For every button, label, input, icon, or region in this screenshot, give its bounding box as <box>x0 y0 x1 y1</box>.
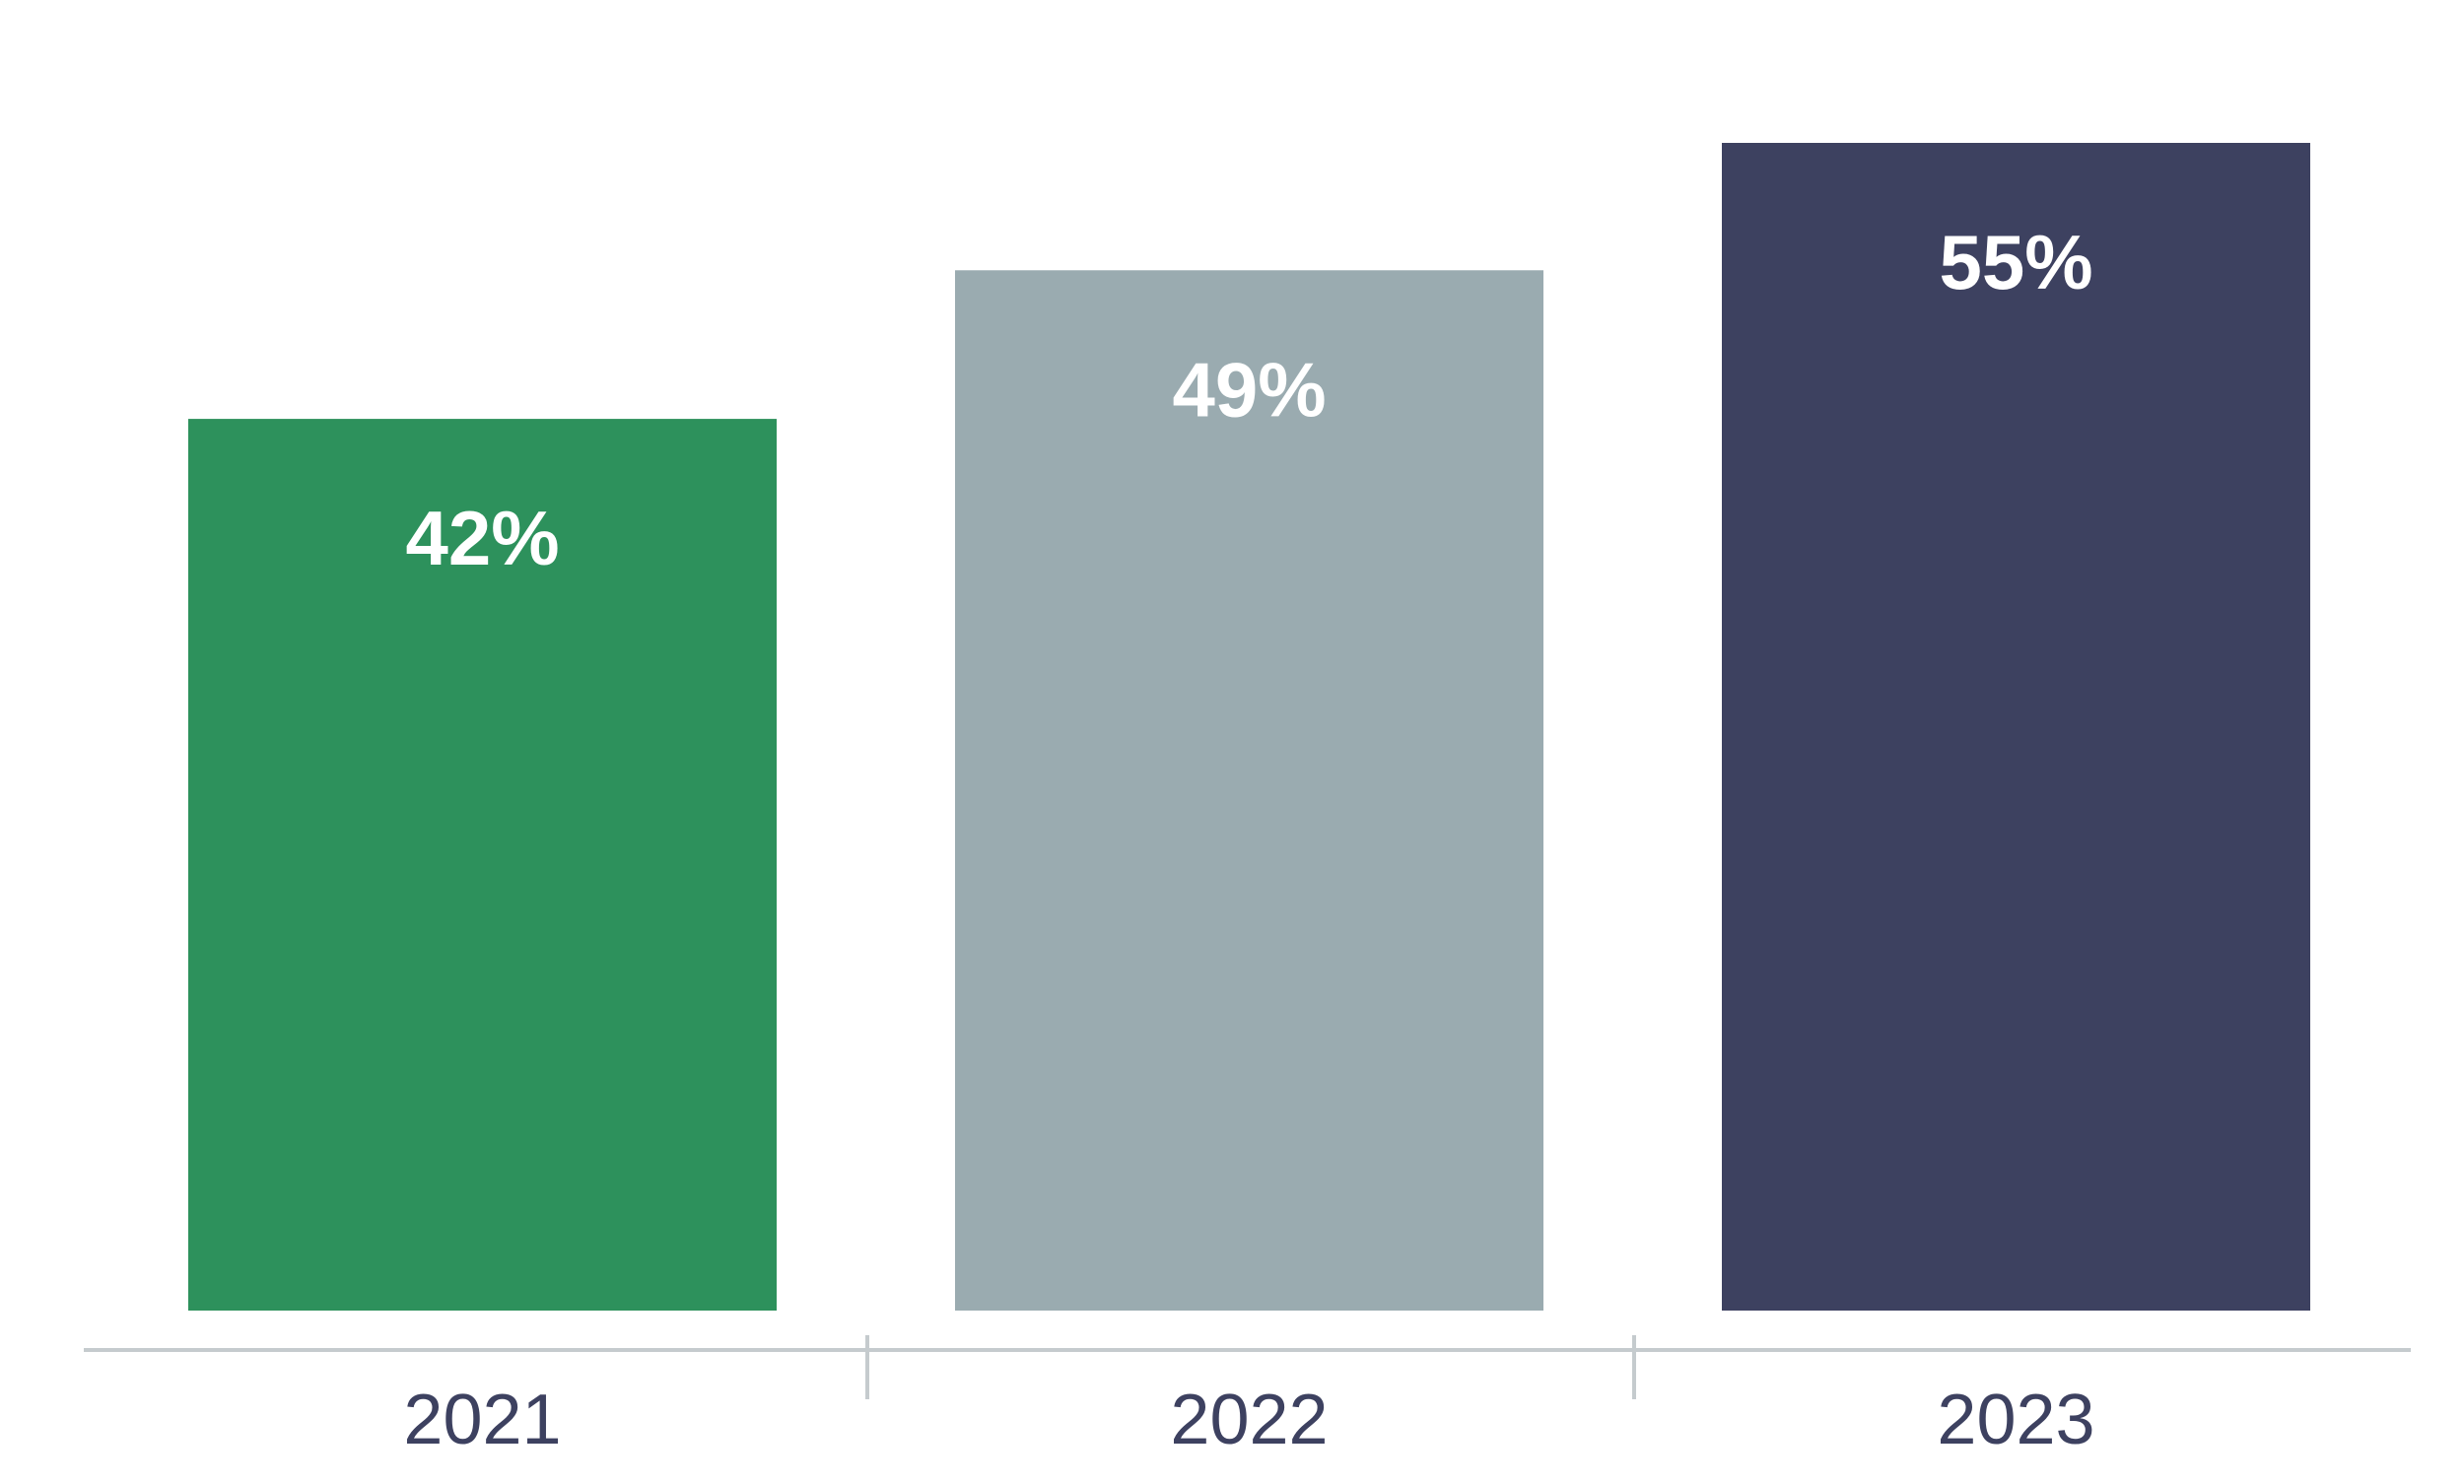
bar-value-label: 49% <box>1172 346 1326 433</box>
bar-value-label: 42% <box>405 495 559 581</box>
bar-2023 <box>1722 143 2310 1311</box>
x-tick-label: 2023 <box>1937 1381 2094 1459</box>
x-tick-label: 2021 <box>403 1381 561 1459</box>
x-tick-label: 2022 <box>1170 1381 1328 1459</box>
bar-2021 <box>188 419 777 1311</box>
bar-value-label: 55% <box>1939 219 2092 305</box>
bar-2022 <box>955 270 1543 1312</box>
